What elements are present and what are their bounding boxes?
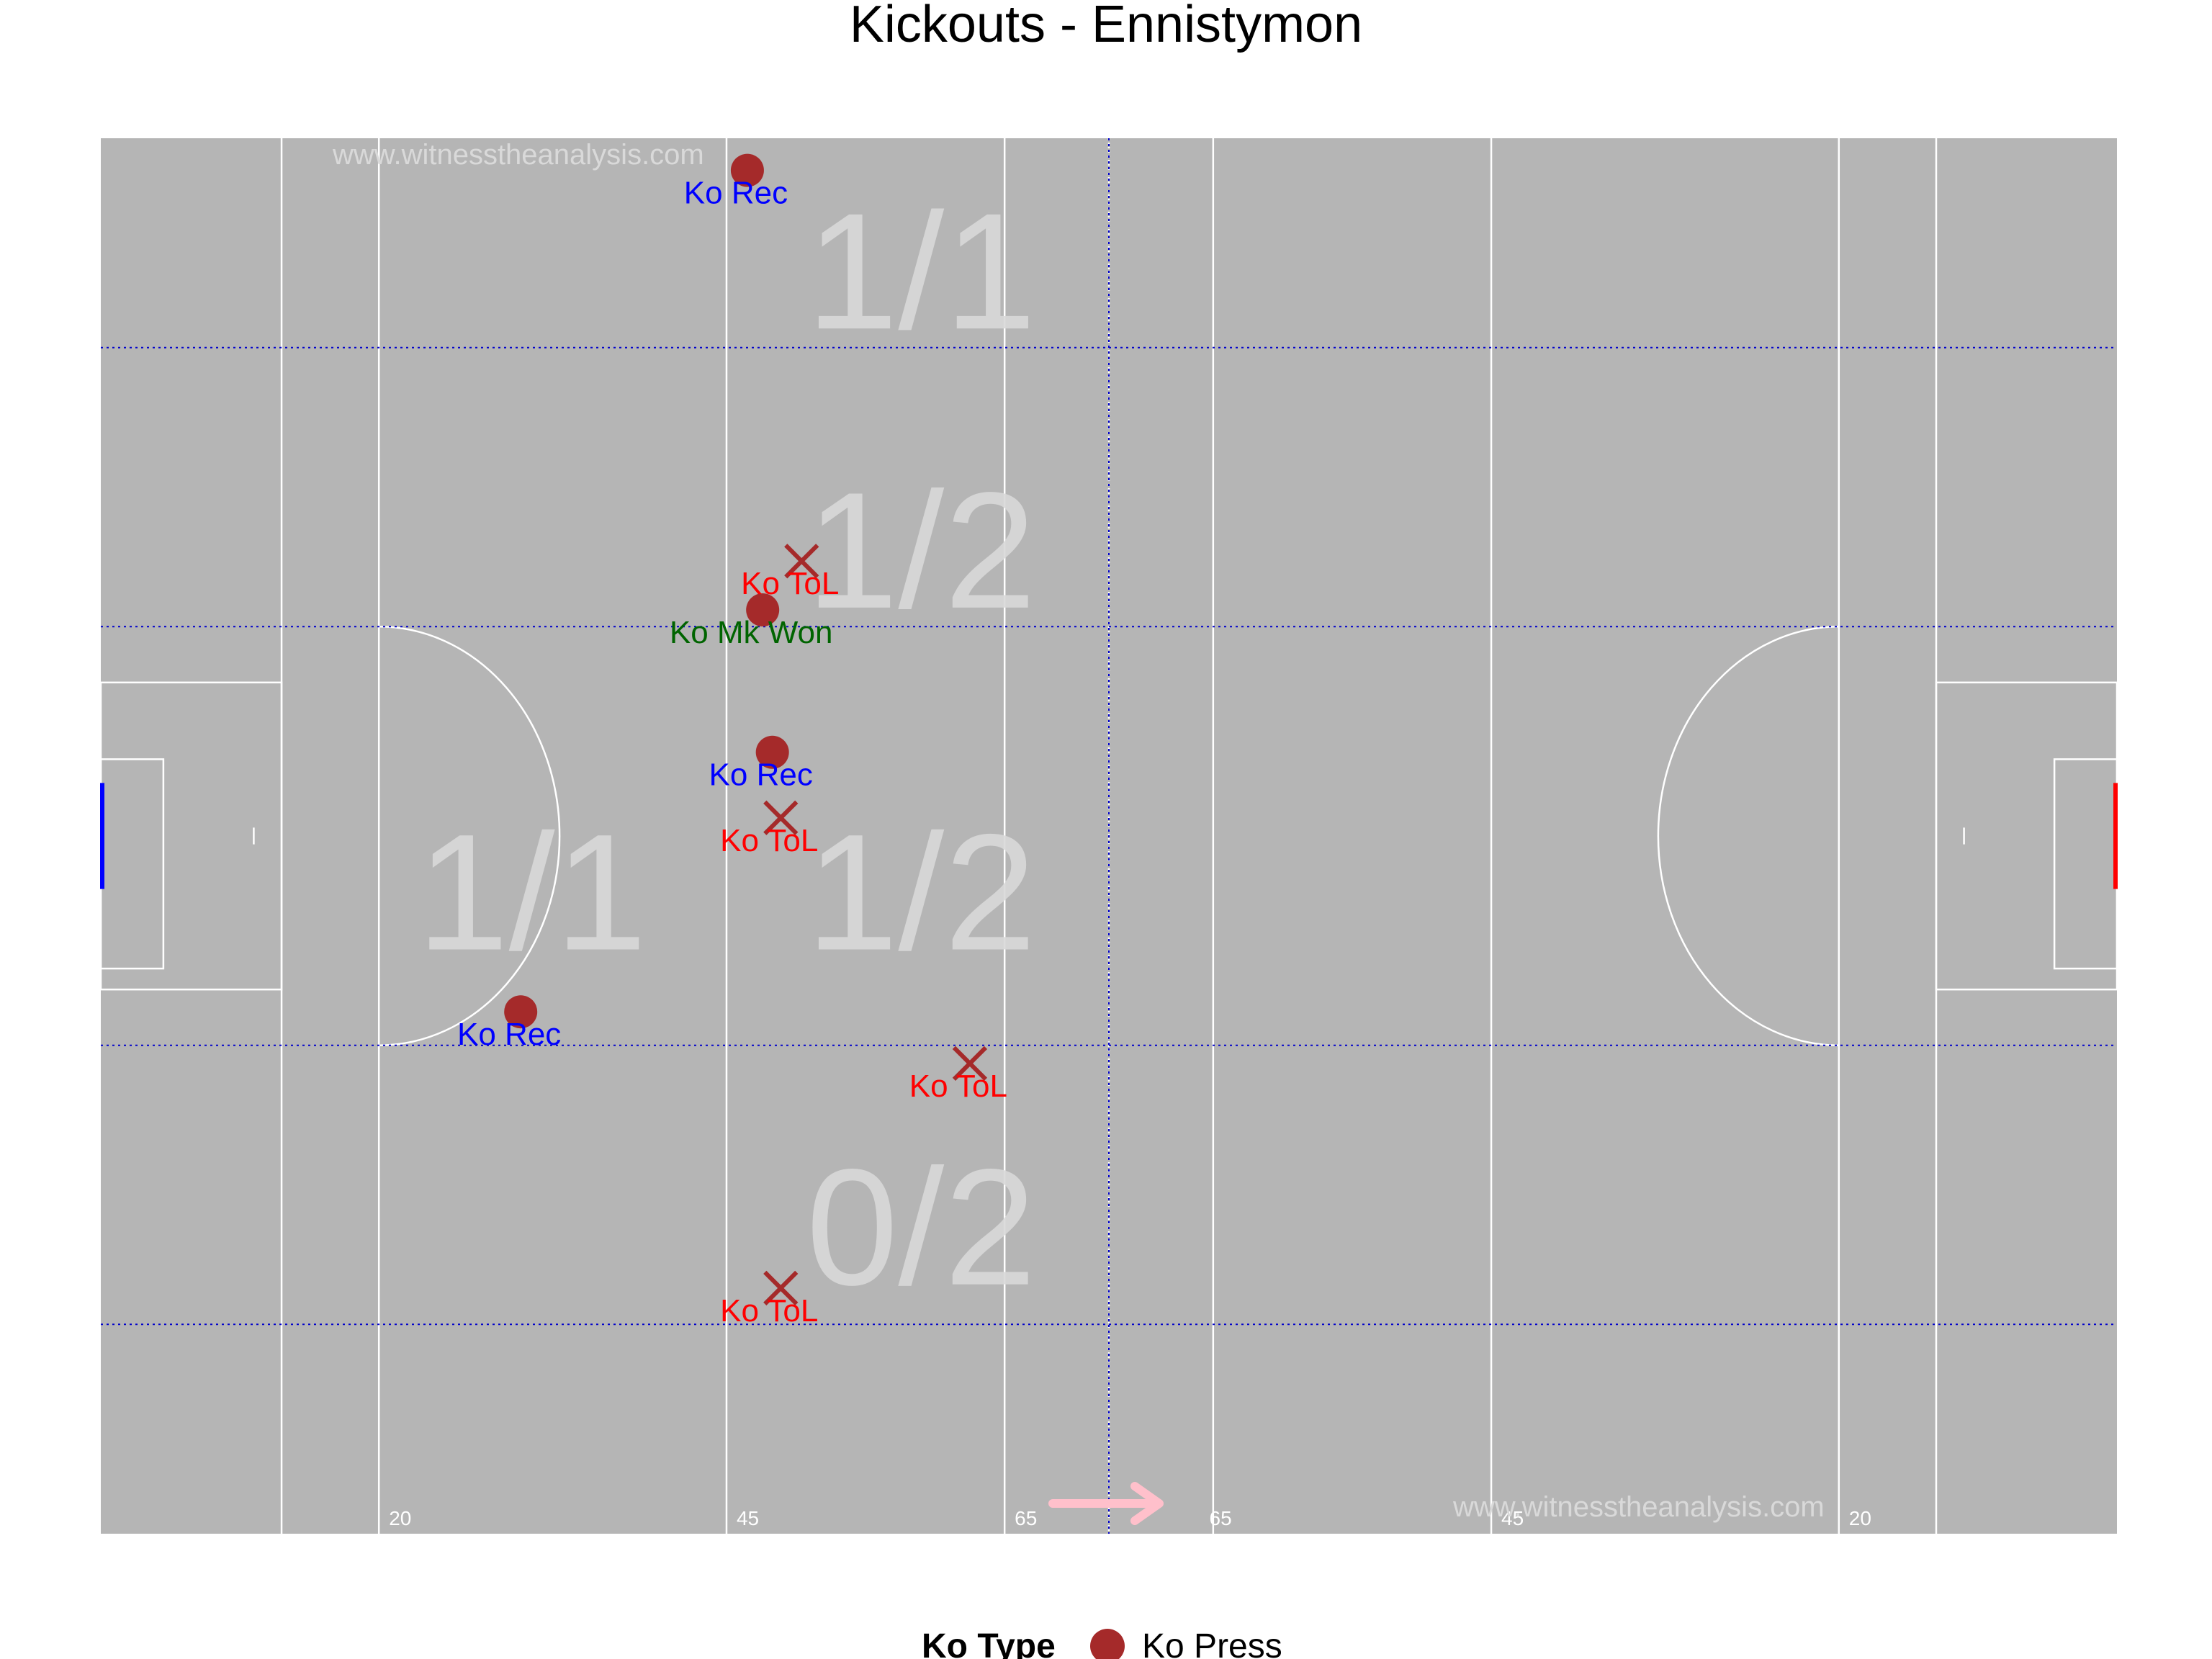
kickout-marker-cross	[952, 1046, 988, 1082]
distance-label: 65	[1210, 1507, 1232, 1529]
legend-marker-icon	[1090, 1629, 1125, 1659]
legend: Ko Type Ko Press	[922, 1627, 1282, 1659]
kickout-label: Ko Rec	[457, 1017, 561, 1052]
kickout-markers	[504, 153, 988, 1306]
legend-title: Ko Type	[922, 1627, 1056, 1659]
arc-left	[379, 626, 561, 1046]
arc-right	[1657, 626, 1839, 1046]
kickout-marker-cross	[763, 1270, 799, 1306]
zone-score: 1/1	[806, 179, 1036, 364]
kickout-marker-cross	[784, 544, 819, 579]
kickout-marker-cross	[763, 800, 799, 835]
kickout-marker-cross-stroke	[952, 1046, 988, 1082]
zone-score: 1/2	[806, 800, 1036, 985]
kickout-label: Ko Rec	[709, 757, 813, 793]
kickout-marker-cross-stroke	[763, 800, 799, 835]
kickout-marker-circle	[504, 995, 538, 1029]
watermark-bottom: www.witnesstheanalysis.com	[1452, 1491, 1825, 1523]
kickout-marker-cross-stroke	[763, 1270, 799, 1306]
kickout-marker-circle	[730, 153, 764, 187]
kickout-label: Ko ToL	[720, 1293, 818, 1328]
watermark-top: www.witnesstheanalysis.com	[332, 139, 704, 171]
distance-label: 45	[737, 1507, 759, 1529]
zone-score: 1/2	[806, 458, 1036, 643]
kickout-marker-cross-stroke	[784, 544, 819, 579]
kickout-marker-circle	[755, 735, 789, 769]
kickout-label: Ko ToL	[909, 1069, 1007, 1104]
kickout-label: Ko Rec	[684, 176, 788, 211]
pitch-lines	[99, 138, 2118, 1534]
distance-label: 45	[1501, 1507, 1524, 1529]
distance-labels: 20 45 65 65 45 20	[389, 1507, 1871, 1529]
distance-label: 20	[389, 1507, 411, 1529]
kickout-label: Ko ToL	[720, 823, 818, 858]
zone-lines	[101, 138, 2117, 1534]
zone-scores: 1/1 1/2 1/1 1/2 0/2	[417, 179, 1036, 1320]
zone-score: 0/2	[806, 1135, 1036, 1320]
kickout-marker-circle	[746, 593, 780, 627]
direction-arrow	[1048, 1482, 1164, 1525]
kickout-label: Ko ToL	[741, 566, 839, 601]
zone-score: 1/1	[417, 800, 647, 985]
kickout-label: Ko Mk Won	[670, 615, 833, 650]
kickout-labels: Ko Rec Ko ToL Ko Mk Won Ko Rec Ko ToL Ko Rec K…	[457, 176, 1007, 1328]
distance-label: 65	[1015, 1507, 1037, 1529]
legend-label: Ko Press	[1142, 1627, 1282, 1659]
distance-label: 20	[1849, 1507, 1871, 1529]
chart-title: Kickouts - Ennistymon	[850, 0, 1362, 53]
